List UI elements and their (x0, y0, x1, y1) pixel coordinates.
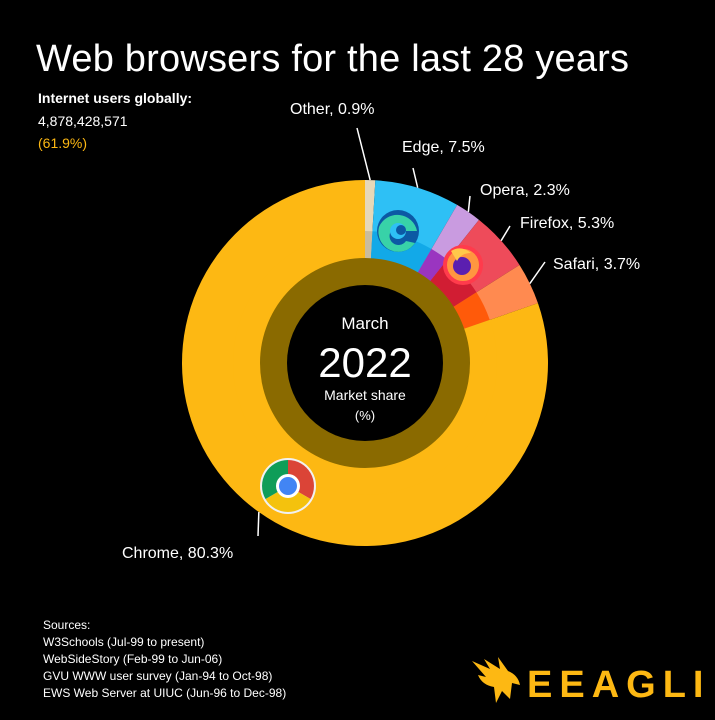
label-leader-lines (257, 127, 546, 537)
internet-users-count: 4,878,428,571 (38, 113, 128, 129)
sources-block: Sources: W3Schools (Jul-99 to present) W… (43, 617, 286, 702)
slice-labels: Other, 0.9% Edge, 7.5% Opera, 2.3% Firefox,… (122, 101, 640, 562)
leader-line-safari (529, 261, 546, 284)
leader-line-other (356, 127, 371, 181)
slice-label-opera: Opera, 2.3% (480, 182, 570, 199)
page-title: Web browsers for the last 28 years (36, 38, 630, 80)
slice-label-safari: Safari, 3.7% (553, 256, 640, 273)
center-caption-line1: Market share (324, 387, 406, 403)
leader-line-chrome (257, 512, 260, 537)
brand-name: EEAGLI (527, 664, 711, 706)
internet-users-percent: (61.9%) (38, 135, 88, 151)
eagle-logo-icon (472, 657, 520, 703)
center-month: March (341, 314, 388, 333)
source-item: GVU WWW user survey (Jan-94 to Oct-98) (43, 669, 273, 683)
slice-label-chrome: Chrome, 80.3% (122, 545, 233, 562)
slice-label-edge: Edge, 7.5% (402, 139, 485, 156)
center-hole (287, 285, 443, 441)
slice-label-other: Other, 0.9% (290, 101, 375, 118)
center-year: 2022 (318, 339, 411, 386)
slice-label-firefox: Firefox, 5.3% (520, 215, 614, 232)
leader-line-edge (412, 167, 419, 188)
leader-line-firefox (500, 225, 511, 242)
center-caption-line2: (%) (355, 408, 375, 423)
edge-icon (377, 210, 419, 252)
chrome-icon (260, 458, 316, 514)
leader-line-opera (467, 195, 471, 213)
sources-heading: Sources: (43, 618, 91, 632)
internet-users-label: Internet users globally: (38, 90, 193, 106)
firefox-icon (443, 245, 483, 285)
source-item: EWS Web Server at UIUC (Jun-96 to Dec-98… (43, 686, 287, 700)
source-item: WebSideStory (Feb-99 to Jun-06) (43, 652, 223, 666)
source-item: W3Schools (Jul-99 to present) (43, 635, 205, 649)
